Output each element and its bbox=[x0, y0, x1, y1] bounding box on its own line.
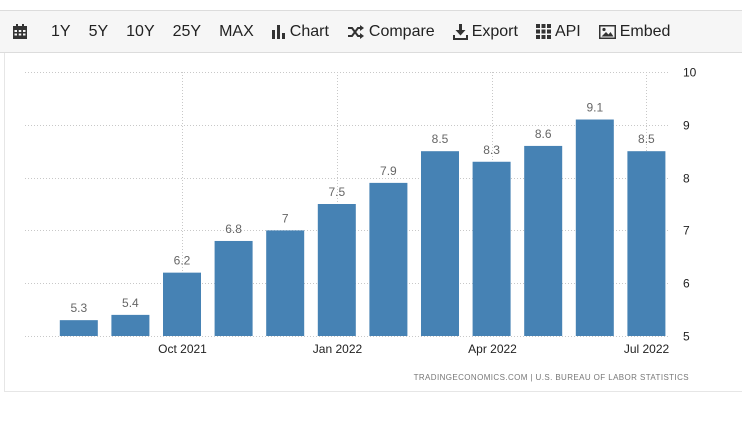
compare-label: Compare bbox=[368, 22, 435, 40]
bar[interactable] bbox=[214, 240, 253, 336]
bar-value-label: 8.3 bbox=[483, 143, 500, 157]
embed-label: Embed bbox=[619, 22, 671, 40]
bar[interactable] bbox=[369, 182, 408, 336]
bar[interactable] bbox=[111, 314, 150, 336]
y-tick-label: 9 bbox=[683, 119, 690, 133]
api-button[interactable]: API bbox=[527, 11, 590, 52]
y-tick-label: 5 bbox=[683, 330, 690, 344]
y-tick-label: 8 bbox=[683, 172, 690, 186]
bar-value-label: 8.6 bbox=[535, 127, 552, 141]
chart-type-label: Chart bbox=[289, 22, 329, 40]
range-25y-label: 25Y bbox=[172, 22, 202, 40]
grid-icon bbox=[535, 24, 551, 39]
range-25y-button[interactable]: 25Y bbox=[164, 11, 210, 52]
x-tick-label: Oct 2021 bbox=[158, 342, 207, 356]
bar-value-label: 7 bbox=[282, 211, 289, 225]
bar[interactable] bbox=[575, 119, 614, 337]
api-label: API bbox=[554, 22, 581, 40]
export-button[interactable]: Export bbox=[444, 11, 527, 52]
bar[interactable] bbox=[421, 151, 459, 336]
bar[interactable] bbox=[472, 161, 511, 336]
bars bbox=[59, 119, 666, 337]
date-range-button[interactable] bbox=[0, 11, 42, 52]
export-label: Export bbox=[471, 22, 518, 40]
bar-value-label: 7.5 bbox=[328, 185, 345, 199]
source-attribution: TRADINGECONOMICS.COM | U.S. BUREAU OF LA… bbox=[414, 373, 689, 382]
range-5y-button[interactable]: 5Y bbox=[80, 11, 118, 52]
chart-area: 5.3 5.4 6.2 6.8 7 7.5 7.9 8.5 8.3 8.6 9.1 8.5 5 6 7 8 9… bbox=[4, 53, 742, 392]
compare-button[interactable]: Compare bbox=[338, 11, 444, 52]
data-labels: 5.3 5.4 6.2 6.8 7 7.5 7.9 8.5 8.3 8.6 9.1 8.5 bbox=[70, 101, 655, 316]
chart-toolbar: 1Y 5Y 10Y 25Y MAX Chart Compare Export bbox=[0, 10, 742, 53]
x-tick-label: Apr 2022 bbox=[468, 342, 517, 356]
y-tick-label: 6 bbox=[683, 277, 690, 291]
bar-value-label: 5.4 bbox=[122, 296, 139, 310]
x-tick-label: Jan 2022 bbox=[313, 342, 363, 356]
range-max-label: MAX bbox=[219, 22, 254, 40]
bar[interactable] bbox=[524, 145, 563, 336]
bar-value-label: 6.2 bbox=[174, 254, 191, 268]
x-axis: Oct 2021 Jan 2022 Apr 2022 Jul 2022 bbox=[158, 342, 669, 356]
bar-chart-icon bbox=[271, 25, 285, 39]
range-max-button[interactable]: MAX bbox=[210, 11, 263, 52]
range-10y-button[interactable]: 10Y bbox=[117, 11, 163, 52]
bar[interactable] bbox=[627, 151, 666, 336]
bar-value-label: 6.8 bbox=[225, 222, 242, 236]
bar[interactable] bbox=[163, 272, 201, 336]
x-tick-label: Jul 2022 bbox=[624, 342, 670, 356]
y-tick-label: 7 bbox=[683, 224, 690, 238]
bar-chart: 5.3 5.4 6.2 6.8 7 7.5 7.9 8.5 8.3 8.6 9.1 8.5 5 6 7 8 9… bbox=[25, 66, 697, 382]
bar-value-label: 8.5 bbox=[638, 132, 655, 146]
range-10y-label: 10Y bbox=[126, 22, 155, 40]
calendar-icon bbox=[13, 23, 27, 39]
bar[interactable] bbox=[266, 230, 305, 336]
bar[interactable] bbox=[317, 204, 356, 336]
bar[interactable] bbox=[59, 320, 98, 336]
chart-type-button[interactable]: Chart bbox=[263, 11, 338, 52]
download-icon bbox=[452, 23, 468, 40]
bar-value-label: 8.5 bbox=[432, 132, 449, 146]
bar-value-label: 7.9 bbox=[380, 164, 397, 178]
bar-value-label: 5.3 bbox=[70, 301, 87, 315]
y-tick-label: 10 bbox=[683, 66, 697, 80]
y-axis: 5 6 7 8 9 10 bbox=[683, 66, 697, 344]
range-1y-label: 1Y bbox=[51, 22, 71, 40]
image-icon bbox=[598, 24, 616, 39]
shuffle-icon bbox=[347, 24, 364, 39]
range-1y-button[interactable]: 1Y bbox=[42, 11, 80, 52]
range-5y-label: 5Y bbox=[88, 22, 109, 40]
bar-value-label: 9.1 bbox=[586, 101, 603, 115]
embed-button[interactable]: Embed bbox=[590, 11, 680, 52]
